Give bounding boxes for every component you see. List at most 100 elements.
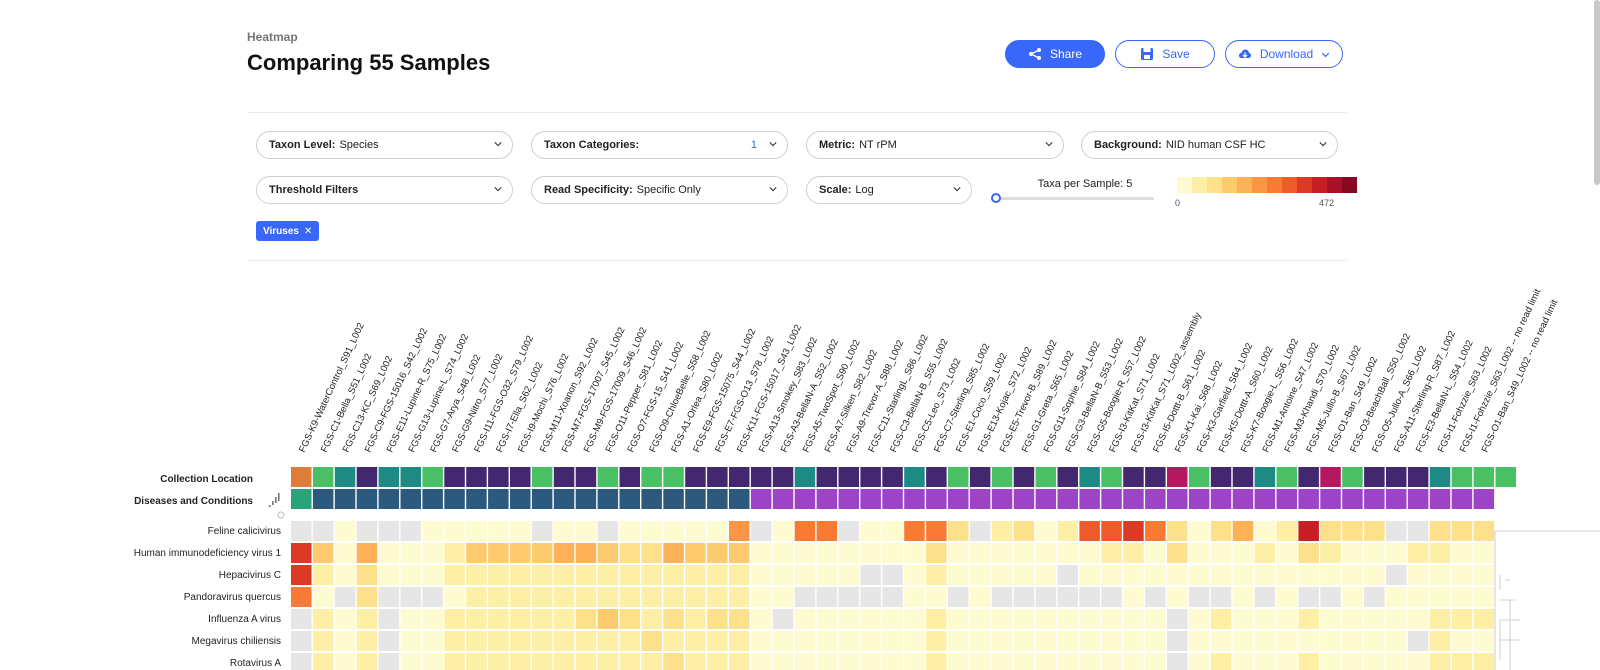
heatmap-cell[interactable] (1298, 521, 1319, 541)
heatmap-cell[interactable] (1429, 565, 1451, 585)
heatmap-cell[interactable] (707, 631, 728, 651)
heatmap-cell[interactable] (969, 631, 991, 651)
heatmap-cell[interactable] (1145, 653, 1166, 670)
collection-location-cell[interactable] (488, 467, 509, 487)
collection-location-cell[interactable] (444, 467, 465, 487)
heatmap-cell[interactable] (1210, 543, 1232, 563)
heatmap-cell[interactable] (838, 653, 860, 670)
heatmap-cell[interactable] (400, 565, 422, 585)
heatmap-cell[interactable] (1451, 653, 1473, 670)
collection-location-cell[interactable] (1254, 467, 1276, 487)
heatmap-cell[interactable] (1167, 543, 1188, 563)
disease-cell[interactable] (1057, 489, 1079, 509)
disease-cell[interactable] (838, 489, 860, 509)
heatmap-cell[interactable] (510, 587, 531, 607)
heatmap-cell[interactable] (488, 631, 509, 651)
disease-cell[interactable] (400, 489, 422, 509)
heatmap-cell[interactable] (312, 653, 334, 670)
heatmap-cell[interactable] (378, 609, 400, 629)
threshold-filters-dropdown[interactable]: Threshold Filters (256, 176, 513, 204)
heatmap-cell[interactable] (1407, 609, 1429, 629)
heatmap-cell[interactable] (334, 631, 356, 651)
collection-location-cell[interactable] (400, 467, 422, 487)
heatmap-cell[interactable] (1342, 521, 1363, 541)
heatmap-cell[interactable] (1320, 587, 1341, 607)
heatmap-cell[interactable] (1210, 565, 1232, 585)
heatmap-cell[interactable] (641, 609, 662, 629)
heatmap-cell[interactable] (860, 653, 881, 670)
heatmap-cell[interactable] (553, 521, 575, 541)
heatmap-cell[interactable] (597, 653, 619, 670)
taxon-label[interactable]: Megavirus chiliensis (192, 636, 281, 647)
disease-cell[interactable] (1101, 489, 1122, 509)
collection-location-cell[interactable] (531, 467, 553, 487)
heatmap-cell[interactable] (685, 631, 706, 651)
heatmap-cell[interactable] (291, 653, 312, 670)
heatmap-cell[interactable] (400, 521, 422, 541)
heatmap-cell[interactable] (466, 609, 487, 629)
heatmap-cell[interactable] (1079, 631, 1100, 651)
heatmap-cell[interactable] (444, 521, 465, 541)
heatmap-cell[interactable] (619, 543, 641, 563)
disease-cell[interactable] (422, 489, 443, 509)
disease-cell[interactable] (882, 489, 903, 509)
heatmap-cell[interactable] (707, 521, 728, 541)
heatmap-cell[interactable] (794, 631, 816, 651)
heatmap-cell[interactable] (1473, 587, 1495, 607)
heatmap-cell[interactable] (1364, 565, 1385, 585)
heatmap-cell[interactable] (1320, 521, 1341, 541)
heatmap-cell[interactable] (356, 653, 378, 670)
collection-location-cell[interactable] (794, 467, 816, 487)
heatmap-cell[interactable] (750, 565, 772, 585)
heatmap-cell[interactable] (334, 565, 356, 585)
heatmap-cell[interactable] (882, 653, 903, 670)
heatmap-cell[interactable] (948, 631, 969, 651)
heatmap-cell[interactable] (553, 609, 575, 629)
heatmap-cell[interactable] (663, 565, 684, 585)
heatmap-cell[interactable] (772, 587, 794, 607)
disease-cell[interactable] (685, 489, 706, 509)
heatmap-cell[interactable] (926, 631, 947, 651)
heatmap-cell[interactable] (575, 587, 597, 607)
heatmap-cell[interactable] (729, 543, 750, 563)
background-dropdown[interactable]: Background: NID human CSF HC (1081, 131, 1338, 159)
collection-location-cell[interactable] (1101, 467, 1122, 487)
heatmap-cell[interactable] (685, 609, 706, 629)
collection-location-cell[interactable] (356, 467, 378, 487)
heatmap-cell[interactable] (422, 565, 443, 585)
disease-cell[interactable] (904, 489, 925, 509)
heatmap-cell[interactable] (1320, 543, 1341, 563)
heatmap-cell[interactable] (904, 653, 925, 670)
heatmap-cell[interactable] (553, 565, 575, 585)
heatmap-cell[interactable] (312, 565, 334, 585)
collection-location-cell[interactable] (1232, 467, 1254, 487)
collection-location-cell[interactable] (1013, 467, 1035, 487)
collection-location-cell[interactable] (969, 467, 991, 487)
heatmap-cell[interactable] (860, 521, 881, 541)
heatmap-cell[interactable] (1232, 609, 1254, 629)
heatmap-cell[interactable] (816, 543, 838, 563)
heatmap-cell[interactable] (1254, 521, 1276, 541)
taxon-label[interactable]: Pandoravirus quercus (184, 592, 281, 603)
collection-location-cell[interactable] (816, 467, 838, 487)
heatmap-cell[interactable] (685, 521, 706, 541)
disease-cell[interactable] (772, 489, 794, 509)
collection-location-cell[interactable] (553, 467, 575, 487)
heatmap-cell[interactable] (1057, 565, 1079, 585)
filter-chip-viruses[interactable]: Viruses ✕ (256, 221, 320, 241)
heatmap-cell[interactable] (1013, 653, 1035, 670)
heatmap-cell[interactable] (1429, 521, 1451, 541)
heatmap-cell[interactable] (1013, 609, 1035, 629)
heatmap-cell[interactable] (1407, 653, 1429, 670)
heatmap-cell[interactable] (1429, 653, 1451, 670)
heatmap-cell[interactable] (1123, 609, 1144, 629)
disease-cell[interactable] (1364, 489, 1385, 509)
heatmap-cell[interactable] (1342, 631, 1363, 651)
heatmap-cell[interactable] (816, 521, 838, 541)
heatmap-cell[interactable] (378, 587, 400, 607)
heatmap-cell[interactable] (422, 653, 443, 670)
heatmap-cell[interactable] (816, 565, 838, 585)
heatmap-cell[interactable] (860, 609, 881, 629)
heatmap-cell[interactable] (1079, 565, 1100, 585)
heatmap-cell[interactable] (1298, 609, 1319, 629)
